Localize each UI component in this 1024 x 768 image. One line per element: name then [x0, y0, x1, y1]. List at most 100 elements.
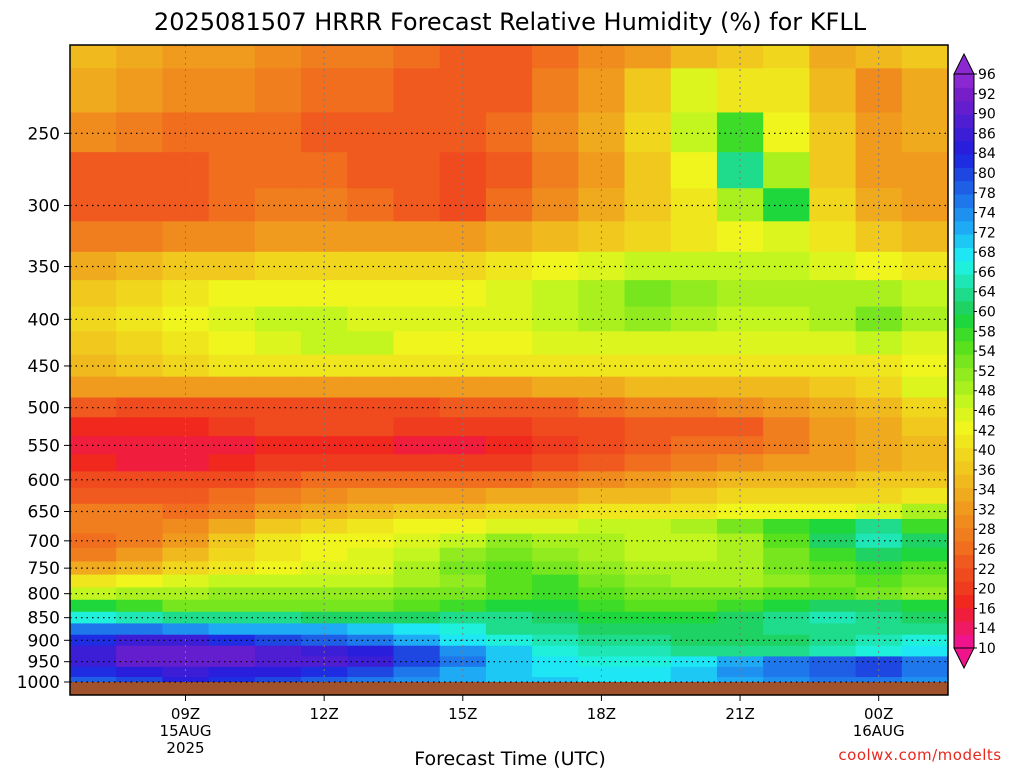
heatmap-cell	[809, 676, 857, 683]
heatmap-cell	[670, 417, 718, 437]
heatmap-cell	[763, 634, 810, 647]
heatmap-cell	[70, 221, 117, 253]
heatmap-cell	[809, 251, 857, 281]
heatmap-cell	[254, 574, 302, 588]
heatmap-cell	[670, 306, 718, 332]
heatmap-cell	[208, 623, 256, 636]
heatmap-cell	[716, 611, 764, 625]
heatmap-cell	[208, 221, 256, 253]
colorbar-swatch	[954, 554, 974, 569]
heatmap-cell	[670, 331, 718, 356]
heatmap-cell	[670, 152, 718, 189]
heatmap-cell	[485, 676, 533, 683]
colorbar-swatch	[954, 340, 974, 355]
heatmap-cell	[670, 436, 718, 455]
heatmap-cell	[439, 397, 487, 418]
heatmap-cell	[162, 152, 210, 189]
heatmap-cell	[670, 676, 718, 683]
heatmap-cell	[670, 561, 718, 576]
heatmap-cell	[809, 280, 857, 308]
heatmap-cell	[208, 354, 256, 378]
heatmap-cell	[763, 599, 810, 613]
heatmap-cell	[532, 656, 579, 668]
y-tick-label: 350	[28, 257, 60, 277]
heatmap-cell	[809, 454, 857, 472]
heatmap-cell	[532, 676, 579, 683]
heatmap-cell	[70, 623, 117, 636]
colorbar-label: 60	[978, 305, 996, 321]
y-tick-label: 300	[28, 196, 60, 216]
colorbar: 10 14 16 20 22 26 28 32 34 36 40 42 46 48 52 54 58 60 64 66…	[953, 52, 996, 670]
heatmap-cell	[208, 599, 256, 613]
heatmap-cell	[116, 397, 164, 418]
heatmap-cell	[855, 454, 903, 472]
heatmap-cell	[116, 331, 164, 356]
x-tick-year: 2025	[166, 739, 204, 757]
heatmap-cell	[855, 45, 903, 69]
colorbar-swatch	[954, 567, 974, 582]
x-tick-label: 21Z	[725, 705, 754, 723]
heatmap-cell	[670, 221, 718, 253]
heatmap-cell	[162, 676, 210, 683]
heatmap-cell	[624, 112, 672, 153]
heatmap-cell	[347, 354, 395, 378]
heatmap-cell	[855, 676, 903, 683]
heatmap-cell	[70, 574, 117, 588]
heatmap-cell	[301, 676, 348, 683]
y-tick-label: 850	[28, 609, 60, 629]
heatmap-cell	[116, 611, 164, 625]
heatmap-cell	[254, 68, 302, 114]
heatmap-cell	[347, 623, 395, 636]
heatmap-cell	[532, 645, 579, 658]
heatmap-cell	[624, 666, 672, 678]
heatmap-cell	[809, 417, 857, 437]
heatmap-cell	[901, 188, 948, 222]
heatmap-cell	[485, 574, 533, 588]
colorbar-swatch	[954, 434, 974, 449]
heatmap-cell	[670, 611, 718, 625]
heatmap-cell	[901, 306, 948, 332]
heatmap-cell	[763, 436, 810, 455]
heatmap-cell	[70, 112, 117, 153]
y-tick-label: 950	[28, 653, 60, 673]
heatmap-cell	[347, 656, 395, 668]
heatmap-cell	[532, 112, 579, 153]
heatmap-cell	[347, 306, 395, 332]
heatmap-cell	[901, 376, 948, 399]
heatmap-cell	[532, 454, 579, 472]
heatmap-cell	[716, 656, 764, 668]
y-tick-label: 600	[28, 471, 60, 491]
heatmap-cell	[855, 280, 903, 308]
heatmap-cell	[70, 454, 117, 472]
heatmap-cell	[532, 376, 579, 399]
heatmap-cell	[254, 354, 302, 378]
colorbar-label: 58	[978, 324, 996, 340]
heatmap-cell	[578, 280, 626, 308]
colorbar-swatch	[954, 127, 974, 142]
heatmap-cell	[532, 634, 579, 647]
heatmap-cell	[716, 623, 764, 636]
x-tick-label: 18Z	[587, 705, 616, 723]
heatmap-cell	[162, 45, 210, 69]
heatmap-cell	[532, 518, 579, 535]
heatmap-cell	[485, 623, 533, 636]
colorbar-label: 48	[978, 384, 996, 400]
heatmap-cell	[254, 45, 302, 69]
heatmap-cell	[116, 574, 164, 588]
heatmap-cell	[116, 518, 164, 535]
heatmap-cell	[578, 503, 626, 520]
heatmap-cell	[393, 599, 441, 613]
heatmap-cell	[70, 676, 117, 683]
heatmap-cell	[208, 112, 256, 153]
heatmap-cell	[162, 623, 210, 636]
heatmap-cell	[532, 561, 579, 576]
heatmap-cell	[809, 634, 857, 647]
heatmap-cell	[347, 533, 395, 549]
heatmap-cell	[439, 354, 487, 378]
heatmap-cell	[624, 599, 672, 613]
heatmap-cell	[439, 623, 487, 636]
heatmap-cell	[716, 112, 764, 153]
x-tick-label: 09Z	[171, 705, 200, 723]
heatmap-cell	[624, 645, 672, 658]
heatmap-cell	[208, 503, 256, 520]
